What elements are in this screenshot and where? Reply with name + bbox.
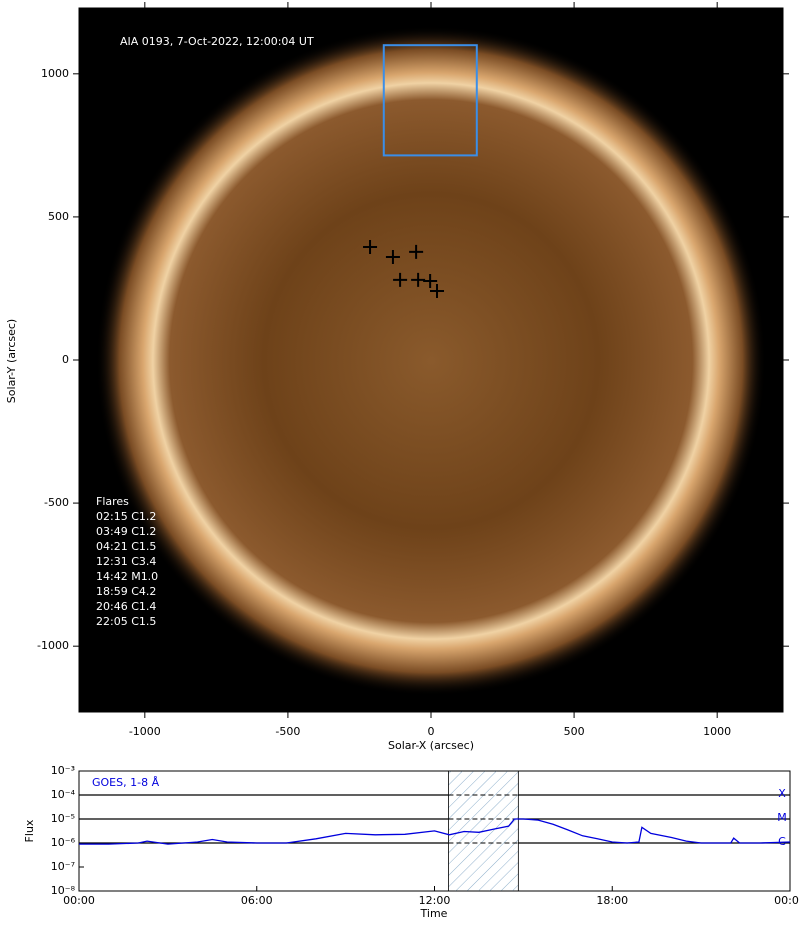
flare-entry: 22:05 C1.5	[96, 615, 156, 628]
y-axis-label: Solar-Y (arcsec)	[5, 319, 18, 403]
flare-entry: 18:59 C4.2	[96, 585, 156, 598]
flare-marker	[385, 249, 400, 264]
solar-disk	[96, 26, 766, 696]
flare-marker	[409, 244, 424, 259]
y-tick-label: 10⁻³	[51, 764, 75, 777]
x-tick-label: 00:00	[774, 894, 799, 907]
class-label: X	[778, 787, 786, 800]
flare-marker	[411, 272, 426, 287]
y-axis-label: Flux	[23, 819, 36, 842]
y-tick-label: 10⁻⁷	[51, 860, 75, 873]
flare-marker	[363, 239, 378, 254]
y-tick-label: 1000	[41, 67, 69, 80]
flare-entry: 03:49 C1.2	[96, 525, 156, 538]
flare-marker	[423, 274, 438, 289]
x-tick-label: -1000	[129, 725, 161, 738]
y-tick-label: 10⁻⁵	[51, 812, 75, 825]
flare-entry: 02:15 C1.2	[96, 510, 156, 523]
y-tick-label: 10⁻⁸	[51, 884, 76, 897]
flare-entry: 04:21 C1.5	[96, 540, 156, 553]
flare-entry: 20:46 C1.4	[96, 600, 156, 613]
flux-line	[79, 818, 791, 845]
flare-entry: 12:31 C3.4	[96, 555, 156, 568]
x-tick-label: 18:00	[596, 894, 628, 907]
y-tick-label: 500	[48, 210, 69, 223]
x-tick-label: 00:00	[63, 894, 95, 907]
class-label: C	[778, 835, 786, 848]
y-tick-label: -1000	[37, 639, 69, 652]
flare-marker	[430, 284, 445, 299]
x-axis-label: Time	[420, 907, 448, 920]
y-tick-label: -500	[44, 496, 69, 509]
x-tick-label: 0	[428, 725, 435, 738]
class-label: M	[777, 811, 787, 824]
flare-entry: 14:42 M1.0	[96, 570, 158, 583]
region-box	[382, 44, 478, 157]
x-tick-label: 06:00	[241, 894, 273, 907]
y-tick-label: 10⁻⁶	[51, 836, 76, 849]
flares-title: Flares	[96, 495, 129, 508]
x-tick-label: 12:00	[419, 894, 451, 907]
x-tick-label: 500	[564, 725, 585, 738]
flare-marker	[393, 272, 408, 287]
x-axis-label: Solar-X (arcsec)	[388, 739, 474, 752]
x-tick-label: -500	[275, 725, 300, 738]
y-tick-label: 0	[62, 353, 69, 366]
y-tick-label: 10⁻⁴	[51, 788, 76, 801]
image-title: AIA 0193, 7-Oct-2022, 12:00:04 UT	[120, 35, 314, 48]
plot-title: GOES, 1-8 Å	[92, 776, 160, 789]
x-tick-label: 1000	[703, 725, 731, 738]
